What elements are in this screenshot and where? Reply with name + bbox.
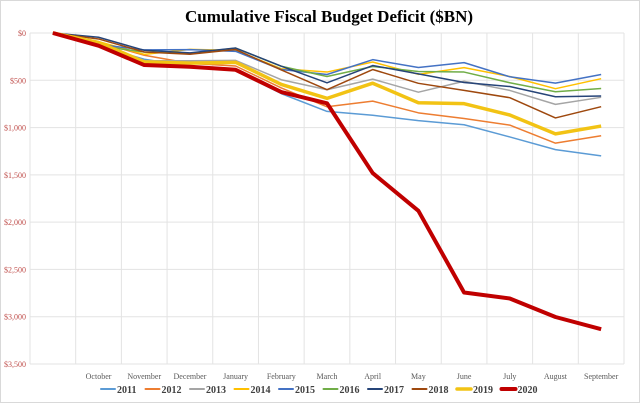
legend-item-2018: 2018 bbox=[411, 385, 449, 396]
legend-item-2016: 2016 bbox=[322, 385, 360, 396]
y-tick-label: $1,000 bbox=[4, 124, 26, 133]
y-tick-label: $3,000 bbox=[4, 313, 26, 322]
legend-item-2017: 2017 bbox=[367, 385, 404, 396]
legend-item-2012: 2012 bbox=[144, 385, 182, 396]
x-tick-label: July bbox=[503, 372, 516, 381]
legend-label: 2014 bbox=[251, 385, 271, 396]
legend-label: 2011 bbox=[117, 385, 136, 396]
legend-label: 2015 bbox=[295, 385, 315, 396]
chart-title: Cumulative Fiscal Budget Deficit ($BN) bbox=[185, 7, 473, 26]
y-tick-label: $2,500 bbox=[4, 265, 26, 274]
legend-label: 2012 bbox=[162, 385, 182, 396]
x-tick-label: January bbox=[223, 372, 248, 381]
x-tick-label: March bbox=[317, 372, 338, 381]
x-tick-label: September bbox=[584, 372, 619, 381]
x-tick-label: August bbox=[544, 372, 568, 381]
legend-label: 2016 bbox=[340, 385, 360, 396]
y-tick-label: $1,500 bbox=[4, 171, 26, 180]
x-tick-label: December bbox=[173, 372, 206, 381]
x-tick-label: February bbox=[267, 372, 296, 381]
legend-item-2019: 2019 bbox=[455, 385, 493, 396]
x-tick-label: April bbox=[364, 372, 382, 381]
legend-item-2013: 2013 bbox=[189, 385, 226, 396]
legend-label: 2019 bbox=[473, 385, 493, 396]
y-tick-label: $3,500 bbox=[4, 360, 26, 369]
y-tick-label: $2,000 bbox=[4, 218, 26, 227]
series-line-2013 bbox=[52, 32, 602, 106]
series-line-2017 bbox=[52, 32, 602, 98]
legend-item-2020: 2020 bbox=[499, 385, 538, 396]
legend-item-2015: 2015 bbox=[278, 385, 315, 396]
x-tick-label: May bbox=[411, 372, 426, 381]
x-tick-label: October bbox=[86, 372, 112, 381]
x-tick-label: June bbox=[457, 372, 472, 381]
y-tick-label: $500 bbox=[10, 76, 26, 85]
y-tick-label: $0 bbox=[18, 29, 26, 38]
legend-label: 2017 bbox=[384, 385, 404, 396]
legend-item-2014: 2014 bbox=[233, 385, 271, 396]
legend-label: 2020 bbox=[518, 385, 538, 396]
legend-item-2011: 2011 bbox=[100, 385, 136, 396]
legend-label: 2013 bbox=[206, 385, 226, 396]
x-tick-label: November bbox=[127, 372, 161, 381]
legend-label: 2018 bbox=[429, 385, 449, 396]
